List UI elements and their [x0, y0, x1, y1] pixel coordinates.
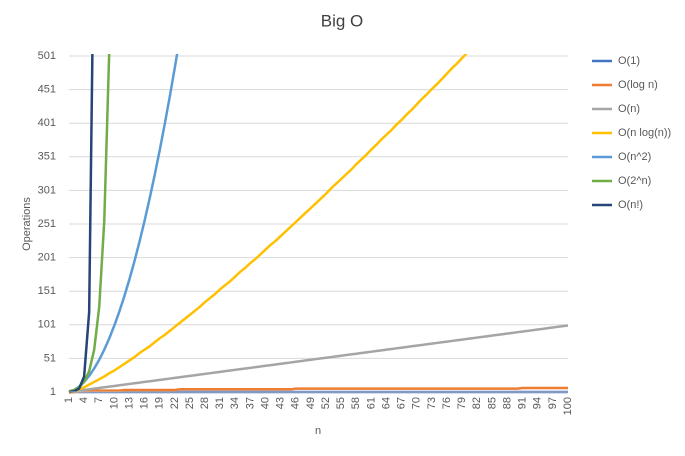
x-tick-label: 37 — [244, 397, 256, 409]
x-tick-label: 94 — [532, 397, 544, 409]
x-tick-label: 55 — [335, 397, 347, 409]
x-tick-label: 91 — [517, 397, 529, 409]
x-tick-label: 61 — [365, 397, 377, 409]
y-tick-label: 251 — [38, 218, 56, 230]
x-tick-label: 58 — [350, 397, 362, 409]
x-tick-label: 49 — [305, 397, 317, 409]
x-tick-label: 28 — [199, 397, 211, 409]
x-tick-label: 82 — [471, 397, 483, 409]
x-tick-label: 73 — [426, 397, 438, 409]
legend-label: O(log n) — [618, 79, 658, 91]
x-tick-label: 46 — [290, 397, 302, 409]
chart-title: Big O — [321, 11, 364, 30]
x-tick-label: 22 — [169, 397, 181, 409]
y-tick-label: 101 — [38, 319, 56, 331]
x-axis-title: n — [315, 425, 321, 437]
x-tick-label: 67 — [396, 397, 408, 409]
x-tick-label: 43 — [275, 397, 287, 409]
series-line — [68, 54, 179, 394]
x-tick-label: 10 — [108, 397, 120, 409]
x-tick-label: 7 — [93, 397, 105, 403]
x-tick-label: 79 — [456, 397, 468, 409]
legend-label: O(n) — [618, 103, 640, 115]
x-tick-label: 19 — [154, 397, 166, 409]
y-tick-label: 501 — [38, 50, 56, 62]
x-tick-label: 70 — [411, 397, 423, 409]
x-tick-label: 25 — [184, 397, 196, 409]
series-line — [68, 386, 568, 394]
legend-label: O(n log(n)) — [618, 127, 671, 139]
y-axis-title: Operations — [21, 197, 33, 251]
legend-label: O(1) — [618, 55, 640, 67]
legend-label: O(2^n) — [618, 175, 651, 187]
series-line — [68, 54, 468, 394]
y-tick-label: 151 — [38, 285, 56, 297]
x-tick-label: 16 — [139, 397, 151, 409]
legend-label: O(n!) — [618, 199, 643, 211]
x-tick-label: 76 — [441, 397, 453, 409]
x-tick-label: 85 — [486, 397, 498, 409]
y-tick-label: 301 — [38, 184, 56, 196]
x-tick-label: 34 — [229, 397, 241, 409]
y-tick-label: 201 — [38, 252, 56, 264]
x-tick-label: 1 — [63, 397, 75, 403]
x-tick-label: 100 — [562, 397, 574, 415]
legend: O(1) O(log n) O(n) O(n log(n)) O(n^2) O(2^n) O… — [592, 55, 671, 211]
x-tick-label: 52 — [320, 397, 332, 409]
x-tick-label: 97 — [547, 397, 559, 409]
x-tick-label: 13 — [123, 397, 135, 409]
series-line — [68, 54, 94, 394]
y-tick-label: 51 — [44, 352, 56, 364]
series-line — [68, 324, 569, 394]
plot-area — [68, 54, 569, 394]
y-tick-label: 351 — [38, 151, 56, 163]
y-tick-label: 1 — [50, 386, 56, 398]
y-tick-label: 401 — [38, 117, 56, 129]
legend-label: O(n^2) — [618, 151, 651, 163]
x-tick-label: 64 — [380, 397, 392, 409]
x-tick-label: 40 — [259, 397, 271, 409]
x-tick-label: 88 — [501, 397, 513, 409]
x-tick-label: 4 — [78, 397, 90, 403]
y-tick-label: 451 — [38, 84, 56, 96]
x-tick-label: 31 — [214, 397, 226, 409]
